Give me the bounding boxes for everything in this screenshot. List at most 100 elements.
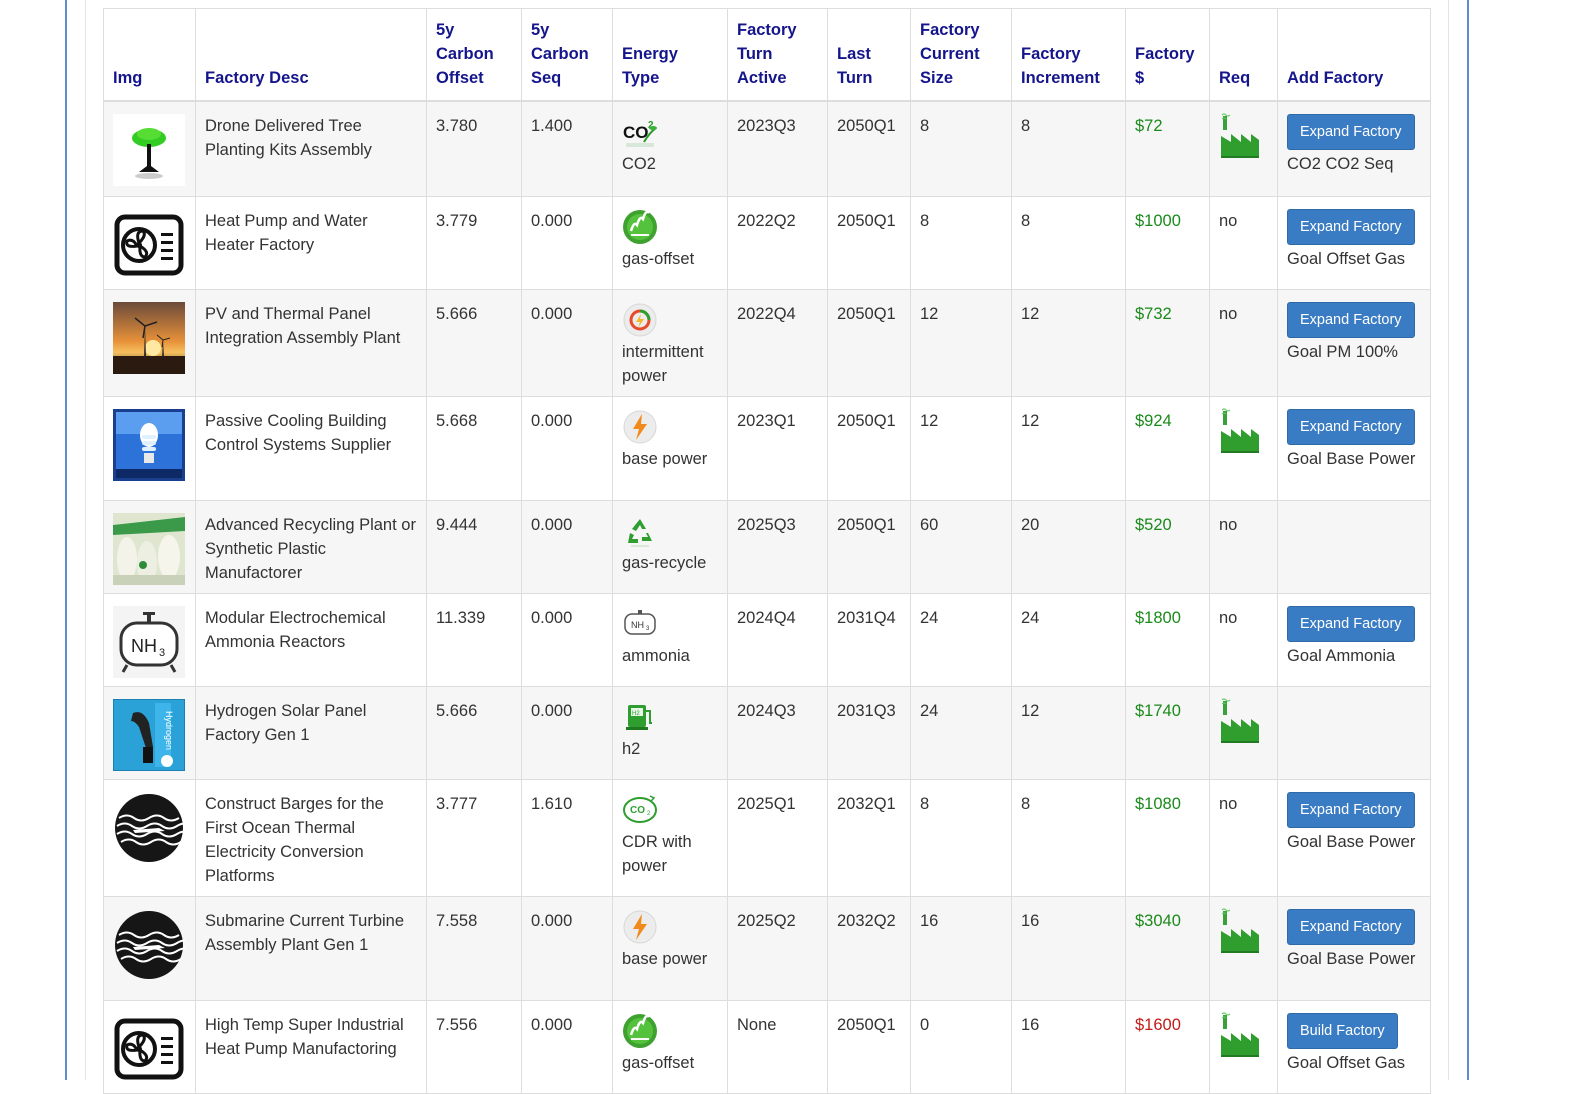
- header-carbon-offset[interactable]: 5y Carbon Offset: [426, 8, 522, 102]
- energy-type-cell: CO 2 CO2: [612, 100, 728, 197]
- req-cell: [1209, 999, 1278, 1094]
- energy-type-label: CO2: [622, 155, 656, 173]
- carbon-seq: 1.400: [521, 100, 613, 197]
- img-cell: [103, 778, 196, 897]
- carbon-offset: 3.777: [426, 778, 522, 897]
- current-size: 24: [910, 592, 1012, 687]
- last-turn: 2031Q4: [827, 592, 911, 687]
- energy-type-cell: gas-offset: [612, 195, 728, 290]
- goal-label: Goal Offset Gas: [1287, 249, 1405, 268]
- add-factory-cell: Expand Factory Goal Ammonia: [1277, 592, 1431, 687]
- req-cell: [1209, 100, 1278, 197]
- content-border-right: [1448, 0, 1449, 1080]
- table-row: Heat Pump and Water Heater Factory 3.779…: [103, 195, 1431, 290]
- current-size: 60: [910, 499, 1012, 594]
- energy-type-cell: gas-offset: [612, 999, 728, 1094]
- factory-price: $1600: [1125, 999, 1210, 1094]
- factory-price: $520: [1125, 499, 1210, 594]
- header-add-factory[interactable]: Add Factory: [1277, 8, 1431, 102]
- add-factory-cell: Expand Factory CO2 CO2 Seq: [1277, 100, 1431, 197]
- ammonia-icon: NH 3: [624, 609, 656, 635]
- energy-type-cell: CO 2 CDR with power: [612, 778, 728, 897]
- goal-label: Goal Offset Gas: [1287, 1053, 1405, 1072]
- factory-price: $3040: [1125, 895, 1210, 1001]
- current-size: 8: [910, 778, 1012, 897]
- energy-type-label: intermittent power: [622, 342, 704, 385]
- header-factory-price[interactable]: Factory $: [1125, 8, 1210, 102]
- energy-type-cell: base power: [612, 395, 728, 501]
- carbon-seq: 0.000: [521, 395, 613, 501]
- carbon-offset: 3.779: [426, 195, 522, 290]
- add-factory-cell: [1277, 685, 1431, 780]
- add-factory-cell: Expand Factory Goal PM 100%: [1277, 288, 1431, 397]
- req-value: no: [1209, 592, 1278, 687]
- carbon-seq: 0.000: [521, 999, 613, 1094]
- expand-factory-button[interactable]: Expand Factory: [1287, 605, 1415, 642]
- svg-text:CO: CO: [623, 123, 649, 142]
- ocean-waves-thumbnail: [113, 909, 185, 981]
- img-cell: [103, 395, 196, 501]
- hydrogen-fuel-icon: H2: [626, 704, 652, 730]
- factory-desc: Passive Cooling Building Control Systems…: [195, 395, 427, 501]
- carbon-offset: 5.666: [426, 685, 522, 780]
- expand-factory-button[interactable]: Expand Factory: [1287, 791, 1415, 828]
- heat-pump-thumbnail: [113, 209, 185, 281]
- current-size: 24: [910, 685, 1012, 780]
- svg-text:CO: CO: [630, 805, 645, 816]
- img-cell: NH 3: [103, 592, 196, 687]
- gas-offset-icon: [622, 1013, 658, 1049]
- header-current-size[interactable]: Factory Current Size: [910, 8, 1012, 102]
- factory-desc: Construct Barges for the First Ocean The…: [195, 778, 427, 897]
- energy-type-label: gas-offset: [622, 249, 695, 268]
- build-factory-button[interactable]: Build Factory: [1287, 1012, 1398, 1049]
- factory-desc: Submarine Current Turbine Assembly Plant…: [195, 895, 427, 1001]
- carbon-seq: 0.000: [521, 592, 613, 687]
- turn-active: 2025Q3: [727, 499, 828, 594]
- energy-type-label: gas-recycle: [622, 553, 707, 572]
- last-turn: 2050Q1: [827, 288, 911, 397]
- header-increment[interactable]: Factory Increment: [1011, 8, 1126, 102]
- req-value: no: [1209, 288, 1278, 397]
- increment: 24: [1011, 592, 1126, 687]
- img-cell: [103, 288, 196, 397]
- table-row: Construct Barges for the First Ocean The…: [103, 778, 1431, 897]
- header-turn-active[interactable]: Factory Turn Active: [727, 8, 828, 102]
- svg-text:3: 3: [159, 647, 165, 659]
- energy-type-label: ammonia: [622, 646, 690, 665]
- turn-active: 2022Q2: [727, 195, 828, 290]
- header-carbon-seq[interactable]: 5y Carbon Seq: [521, 8, 613, 102]
- header-energy-type[interactable]: Energy Type: [612, 8, 728, 102]
- req-cell: [1209, 685, 1278, 780]
- carbon-seq: 0.000: [521, 499, 613, 594]
- expand-factory-button[interactable]: Expand Factory: [1287, 408, 1415, 445]
- carbon-seq: 0.000: [521, 195, 613, 290]
- expand-factory-button[interactable]: Expand Factory: [1287, 208, 1415, 245]
- factory-desc: Modular Electrochemical Ammonia Reactors: [195, 592, 427, 687]
- hydrogen-pump-thumbnail: Hydrogen: [113, 698, 185, 771]
- co2-icon: CO 2: [623, 120, 657, 147]
- header-last-turn[interactable]: Last Turn: [827, 8, 911, 102]
- last-turn: 2050Q1: [827, 395, 911, 501]
- goal-label: Goal PM 100%: [1287, 342, 1398, 361]
- goal-label: Goal Ammonia: [1287, 646, 1396, 665]
- expand-factory-button[interactable]: Expand Factory: [1287, 301, 1415, 338]
- heat-pump-thumbnail: [113, 1013, 185, 1085]
- table-row: NH 3 Modular Electrochemical Ammonia Rea…: [103, 592, 1431, 687]
- increment: 8: [1011, 778, 1126, 897]
- content-border-left: [85, 0, 86, 1080]
- factory-desc: Heat Pump and Water Heater Factory: [195, 195, 427, 290]
- add-factory-cell: Expand Factory Goal Base Power: [1277, 895, 1431, 1001]
- header-req[interactable]: Req: [1209, 8, 1278, 102]
- turn-active: 2024Q3: [727, 685, 828, 780]
- header-img[interactable]: Img: [103, 8, 196, 102]
- img-cell: [103, 100, 196, 197]
- table-row: High Temp Super Industrial Heat Pump Man…: [103, 999, 1431, 1094]
- img-cell: [103, 999, 196, 1094]
- factory-icon: [1219, 1011, 1261, 1059]
- header-factory-desc[interactable]: Factory Desc: [195, 8, 427, 102]
- expand-factory-button[interactable]: Expand Factory: [1287, 114, 1415, 150]
- img-cell: [103, 895, 196, 1001]
- table-header-row: Img Factory Desc 5y Carbon Offset 5y Car…: [103, 8, 1431, 102]
- req-value: no: [1209, 499, 1278, 594]
- expand-factory-button[interactable]: Expand Factory: [1287, 908, 1415, 945]
